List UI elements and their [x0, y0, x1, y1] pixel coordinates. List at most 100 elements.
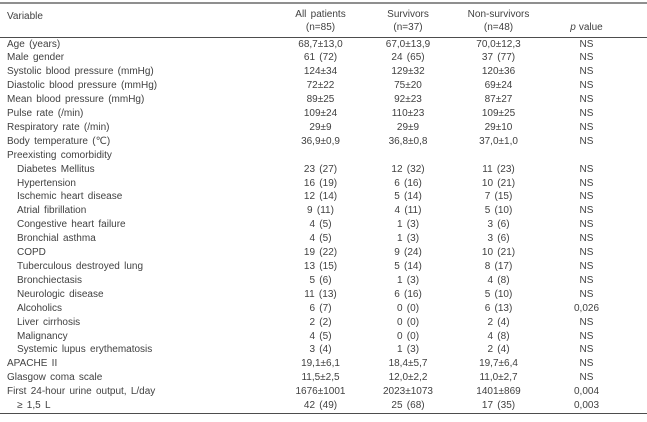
table-row: Pulse rate (/min) 109±24 110±23 109±25 NS — [0, 107, 647, 121]
row-variable-label: Tuberculous destroyed lung — [17, 261, 144, 272]
row-all-patients-value: 4 (5) — [309, 233, 332, 245]
row-variable-label: Body temperature (℃) — [7, 135, 111, 147]
table-top-double-rule — [0, 2, 647, 4]
row-variable-label: APACHE II — [7, 358, 58, 370]
table-row: Diabetes Mellitus 23 (27) 12 (32) 11 (23) NS — [0, 163, 647, 177]
table-row: Congestive heart failure 4 (5) 1 (3) 3 (6) N… — [0, 218, 647, 232]
row-non-survivors-value: 87±27 — [484, 94, 513, 106]
table-row: Systolic blood pressure (mmHg) 124±34 129±… — [0, 65, 647, 79]
table-row: Body temperature (℃) 36,9±0,9 36,8±0,8 37,0… — [0, 135, 647, 149]
row-non-survivors-value: 29±10 — [484, 121, 513, 133]
row-variable-label: COPD — [17, 247, 46, 259]
row-non-survivors-value: 37,0±1,0 — [479, 135, 518, 147]
table-row: Neurologic disease 11 (13) 6 (16) 5 (10) NS — [0, 288, 647, 302]
header-row: Variable All patients (n=85) Survivors (… — [0, 4, 647, 38]
row-p-value: NS — [579, 205, 594, 217]
row-survivors-value — [369, 149, 447, 163]
row-p-value: NS — [579, 163, 594, 175]
row-p-value: NS — [579, 108, 594, 120]
row-survivors-value: 25 (68) — [391, 400, 425, 412]
row-all-patients-value: 23 (27) — [303, 163, 338, 175]
row-all-patients-value: 16 (19) — [303, 177, 338, 189]
row-variable-label: Systolic blood pressure (mmHg) — [7, 66, 154, 78]
row-non-survivors-value: 2 (4) — [487, 344, 510, 356]
row-variable-label: Bronchial asthma — [17, 233, 96, 245]
table-row: Malignancy 4 (5) 0 (0) 4 (8) NS — [0, 330, 647, 344]
row-all-patients-value: 4 (5) — [309, 219, 332, 231]
row-non-survivors-value: 10 (21) — [481, 177, 516, 189]
row-all-patients-value: 6 (7) — [309, 302, 332, 314]
row-non-survivors-value — [447, 149, 550, 163]
table-row: APACHE II 19,1±6,1 18,4±5,7 19,7±6,4 NS — [0, 357, 647, 371]
column-header-p-value: p value — [550, 4, 647, 38]
row-non-survivors-value: 6 (13) — [484, 302, 513, 314]
row-survivors-value: 12,0±2,2 — [388, 372, 428, 384]
row-all-patients-value: 5 (6) — [309, 274, 332, 286]
column-header-survivors: Survivors (n=37) — [369, 4, 447, 38]
row-p-value: NS — [579, 330, 594, 342]
table-row: Male gender 61 (72) 24 (65) 37 (77) NS — [0, 51, 647, 65]
row-variable-label: Diabetes Mellitus — [17, 163, 95, 175]
table-row: Respiratory rate (/min) 29±9 29±9 29±10 NS — [0, 121, 647, 135]
row-survivors-value: 29±9 — [396, 121, 420, 133]
row-non-survivors-value: 10 (21) — [481, 247, 516, 259]
row-p-value: NS — [579, 80, 594, 92]
row-non-survivors-value: 2 (4) — [487, 316, 510, 328]
row-non-survivors-value: 1401±869 — [476, 386, 521, 398]
column-header-non-survivors: Non-survivors (n=48) — [447, 4, 550, 38]
p-value-rest: value — [578, 21, 603, 33]
row-non-survivors-value: 3 (6) — [487, 219, 510, 231]
row-variable-label: Respiratory rate (/min) — [7, 121, 110, 133]
row-non-survivors-value: 7 (15) — [484, 191, 513, 203]
row-variable-label: Hypertension — [17, 177, 76, 189]
row-all-patients-value: 68,7±13,0 — [298, 38, 343, 50]
row-variable-label: Systemic lupus erythematosis — [17, 344, 153, 356]
row-non-survivors-value: 37 (77) — [481, 52, 516, 64]
table-row: Glasgow coma scale 11,5±2,5 12,0±2,2 11,0±2… — [0, 371, 647, 385]
row-survivors-value: 129±32 — [391, 66, 425, 78]
row-survivors-value: 36,8±0,8 — [388, 135, 428, 147]
row-p-value: NS — [579, 38, 594, 50]
row-p-value: NS — [579, 177, 594, 189]
row-all-patients-value: 124±34 — [303, 66, 338, 78]
column-header-all-patients: All patients (n=85) — [272, 4, 369, 38]
row-variable-label: Atrial fibrillation — [17, 205, 87, 217]
row-non-survivors-value: 11,0±2,7 — [479, 372, 518, 384]
row-all-patients-value: 89±25 — [306, 94, 335, 106]
row-survivors-value: 75±20 — [394, 80, 422, 92]
table-row: Atrial fibrillation 9 (11) 4 (11) 5 (10) NS — [0, 204, 647, 218]
row-all-patients-value: 11 (13) — [304, 288, 337, 300]
row-p-value: NS — [579, 52, 594, 64]
row-non-survivors-value: 120±36 — [481, 66, 516, 78]
row-p-value — [550, 149, 647, 163]
row-survivors-value: 1 (3) — [396, 233, 420, 245]
row-variable-label: Liver cirrhosis — [17, 316, 81, 328]
table-row: Ischemic heart disease 12 (14) 5 (14) 7 (15… — [0, 190, 647, 204]
row-p-value: 0,003 — [573, 400, 600, 412]
row-survivors-value: 2023±1073 — [383, 386, 433, 398]
row-p-value: NS — [579, 247, 594, 259]
row-all-patients-value: 42 (49) — [303, 400, 338, 412]
row-p-value: NS — [579, 274, 594, 286]
column-header-survivors-label: Survivors — [387, 8, 429, 20]
row-survivors-value: 6 (16) — [394, 288, 422, 300]
table-row: Tuberculous destroyed lung 13 (15) 5 (14) 8… — [0, 260, 647, 274]
row-survivors-value: 24 (65) — [391, 52, 425, 64]
row-survivors-value: 1 (3) — [396, 274, 420, 286]
row-survivors-value: 18,4±5,7 — [388, 358, 428, 370]
table-row: COPD 19 (22) 9 (24) 10 (21) NS — [0, 246, 647, 260]
row-variable-label: First 24-hour urine output, L/day — [7, 386, 156, 398]
table-row: ≥ 1,5 L 42 (49) 25 (68) 17 (35) 0,003 — [0, 399, 647, 413]
table-row: Diastolic blood pressure (mmHg) 72±22 75±2… — [0, 79, 647, 93]
row-non-survivors-value: 3 (6) — [487, 233, 510, 245]
row-all-patients-value: 61 (72) — [303, 52, 338, 64]
table-row: Preexisting comorbidity — [0, 149, 647, 163]
row-p-value: NS — [579, 219, 594, 231]
row-all-patients-value: 29±9 — [309, 121, 332, 133]
table-row: Alcoholics 6 (7) 0 (0) 6 (13) 0,026 — [0, 302, 647, 316]
row-p-value: NS — [579, 121, 594, 133]
row-variable-label: Age (years) — [7, 38, 61, 50]
row-all-patients-value: 72±22 — [306, 80, 335, 92]
row-non-survivors-value: 5 (10) — [484, 205, 513, 217]
row-variable-label: Pulse rate (/min) — [7, 108, 84, 120]
